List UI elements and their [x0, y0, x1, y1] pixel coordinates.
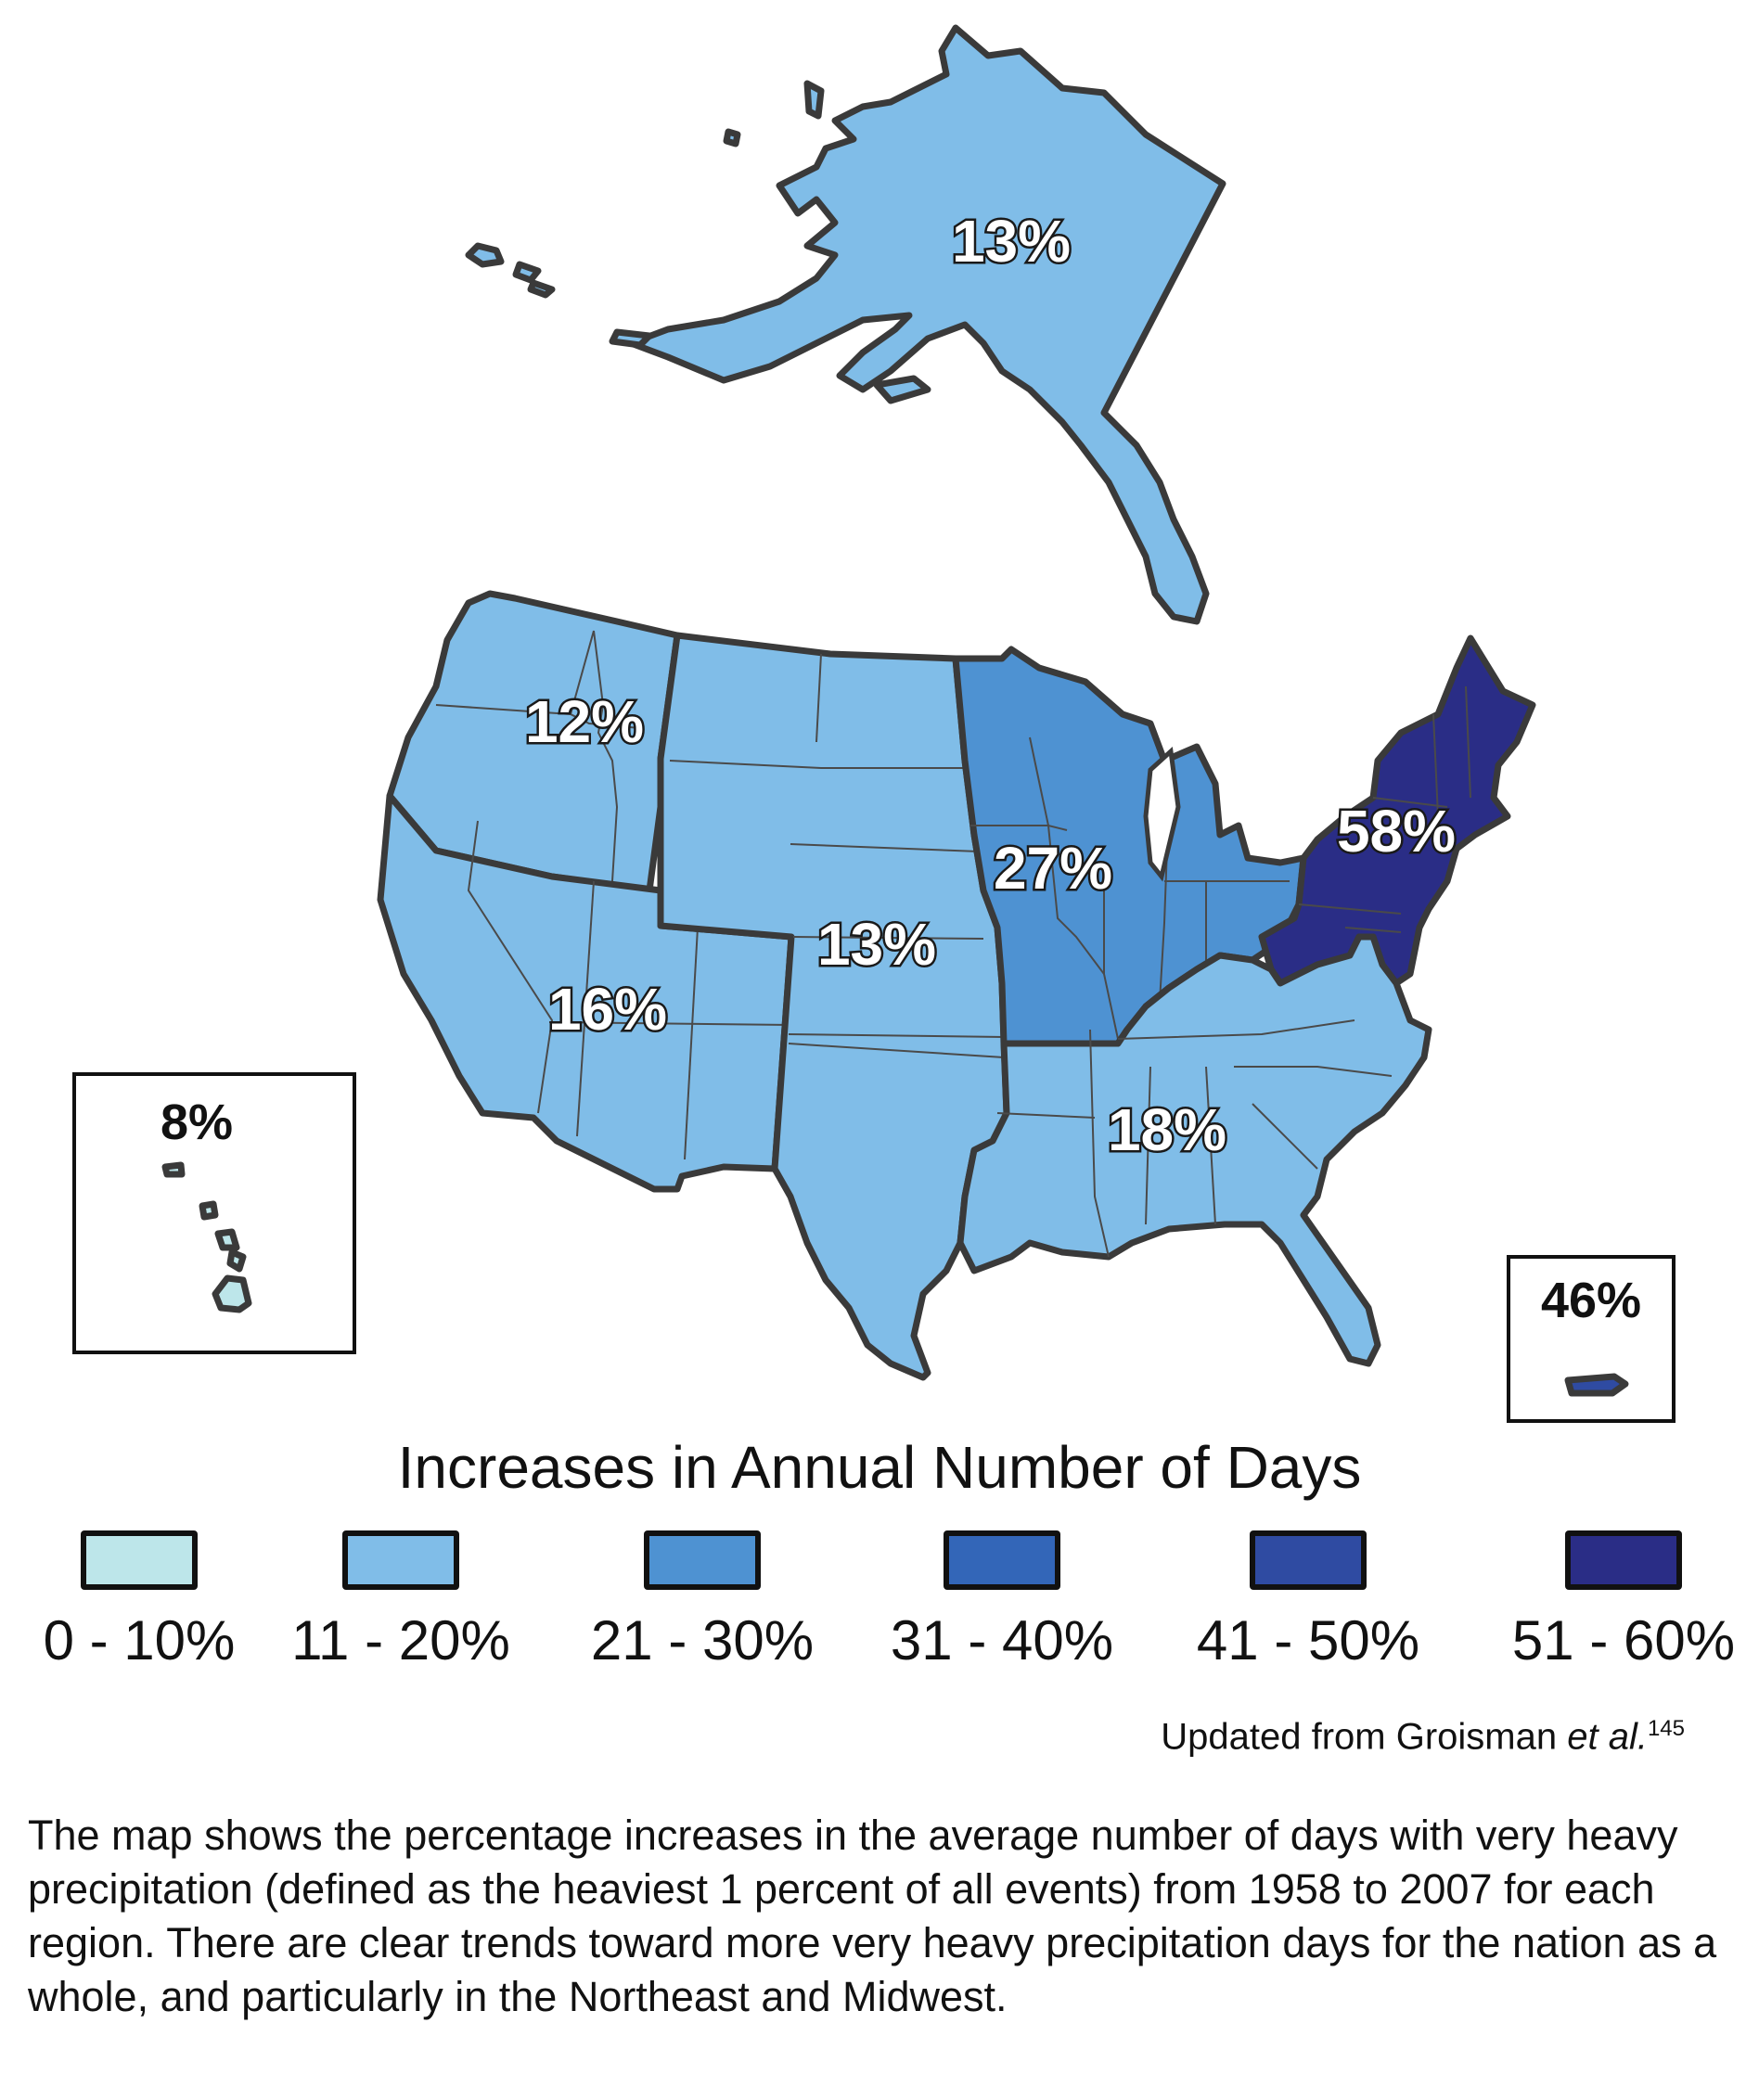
legend-swatch-0 — [81, 1530, 198, 1590]
legend-label-1: 11 - 20% — [291, 1609, 510, 1671]
figure-caption: The map shows the percentage increases i… — [28, 1812, 1717, 2020]
alaska-island-2 — [512, 261, 542, 284]
inset-hawaii: 8% — [72, 1072, 356, 1354]
legend-label-0: 0 - 10% — [43, 1609, 236, 1671]
hawaii-island-2 — [199, 1200, 219, 1221]
legend-swatch-1 — [342, 1530, 459, 1590]
region-alaska: 13% — [465, 24, 1226, 625]
source-ref: 145 — [1647, 1716, 1685, 1741]
legend: 0 - 10% 11 - 20% 21 - 30% 31 - 40% 41 - … — [0, 1530, 1759, 1679]
legend-item-0: 0 - 10% — [0, 1530, 288, 1672]
label-hawaii: 8% — [160, 1095, 233, 1150]
region-northeast: 58% — [1258, 634, 1536, 987]
label-midwest: 27% — [994, 835, 1112, 902]
alaska-island-4 — [803, 80, 825, 120]
label-northeast: 58% — [1337, 798, 1456, 864]
source-credit: Updated from Groisman et al.145 — [1161, 1716, 1685, 1758]
inset-puerto-rico: 46% — [1507, 1255, 1676, 1423]
label-great-plains: 13% — [817, 911, 936, 978]
legend-label-3: 31 - 40% — [890, 1609, 1114, 1671]
legend-swatch-3 — [944, 1530, 1060, 1590]
hawaii-island-4 — [226, 1248, 247, 1273]
puerto-rico-island — [1564, 1373, 1629, 1397]
label-northwest: 12% — [525, 688, 644, 755]
legend-title: Increases in Annual Number of Days — [397, 1434, 1362, 1501]
legend-item-2: 21 - 30% — [554, 1530, 851, 1672]
legend-swatch-5 — [1565, 1530, 1682, 1590]
legend-label-4: 41 - 50% — [1196, 1609, 1420, 1671]
legend-item-1: 11 - 20% — [252, 1530, 549, 1672]
alaska-island-7 — [873, 375, 931, 404]
label-southwest: 16% — [548, 976, 667, 1043]
label-alaska: 13% — [952, 208, 1071, 275]
legend-label-2: 21 - 30% — [590, 1609, 815, 1671]
legend-item-4: 41 - 50% — [1160, 1530, 1457, 1672]
source-text: Updated from Groisman — [1161, 1716, 1568, 1758]
region-southeast: 18% — [957, 933, 1432, 1367]
alaska-shape — [627, 24, 1226, 625]
legend-item-3: 31 - 40% — [854, 1530, 1150, 1672]
legend-item-5: 51 - 60% — [1475, 1530, 1759, 1672]
southeast-shape — [957, 933, 1432, 1367]
label-puerto-rico: 46% — [1541, 1273, 1641, 1328]
hawaii-island-1 — [161, 1161, 186, 1178]
label-southeast: 18% — [1108, 1096, 1226, 1163]
source-italic: et al. — [1567, 1716, 1648, 1758]
region-great-plains: 13% — [657, 632, 1010, 1381]
legend-swatch-4 — [1250, 1530, 1367, 1590]
hawaii-island-5 — [212, 1274, 252, 1313]
legend-label-5: 51 - 60% — [1511, 1609, 1736, 1671]
alaska-island-1 — [465, 242, 505, 268]
alaska-island-3 — [527, 279, 556, 299]
hawaii-island-3 — [214, 1228, 240, 1251]
alaska-island-6 — [609, 328, 653, 349]
precipitation-map: 13% 12% 16% 13% 27% — [72, 24, 1676, 1423]
legend-swatch-2 — [644, 1530, 761, 1590]
alaska-island-5 — [723, 128, 741, 147]
region-midwest: 27% — [952, 646, 1307, 1047]
